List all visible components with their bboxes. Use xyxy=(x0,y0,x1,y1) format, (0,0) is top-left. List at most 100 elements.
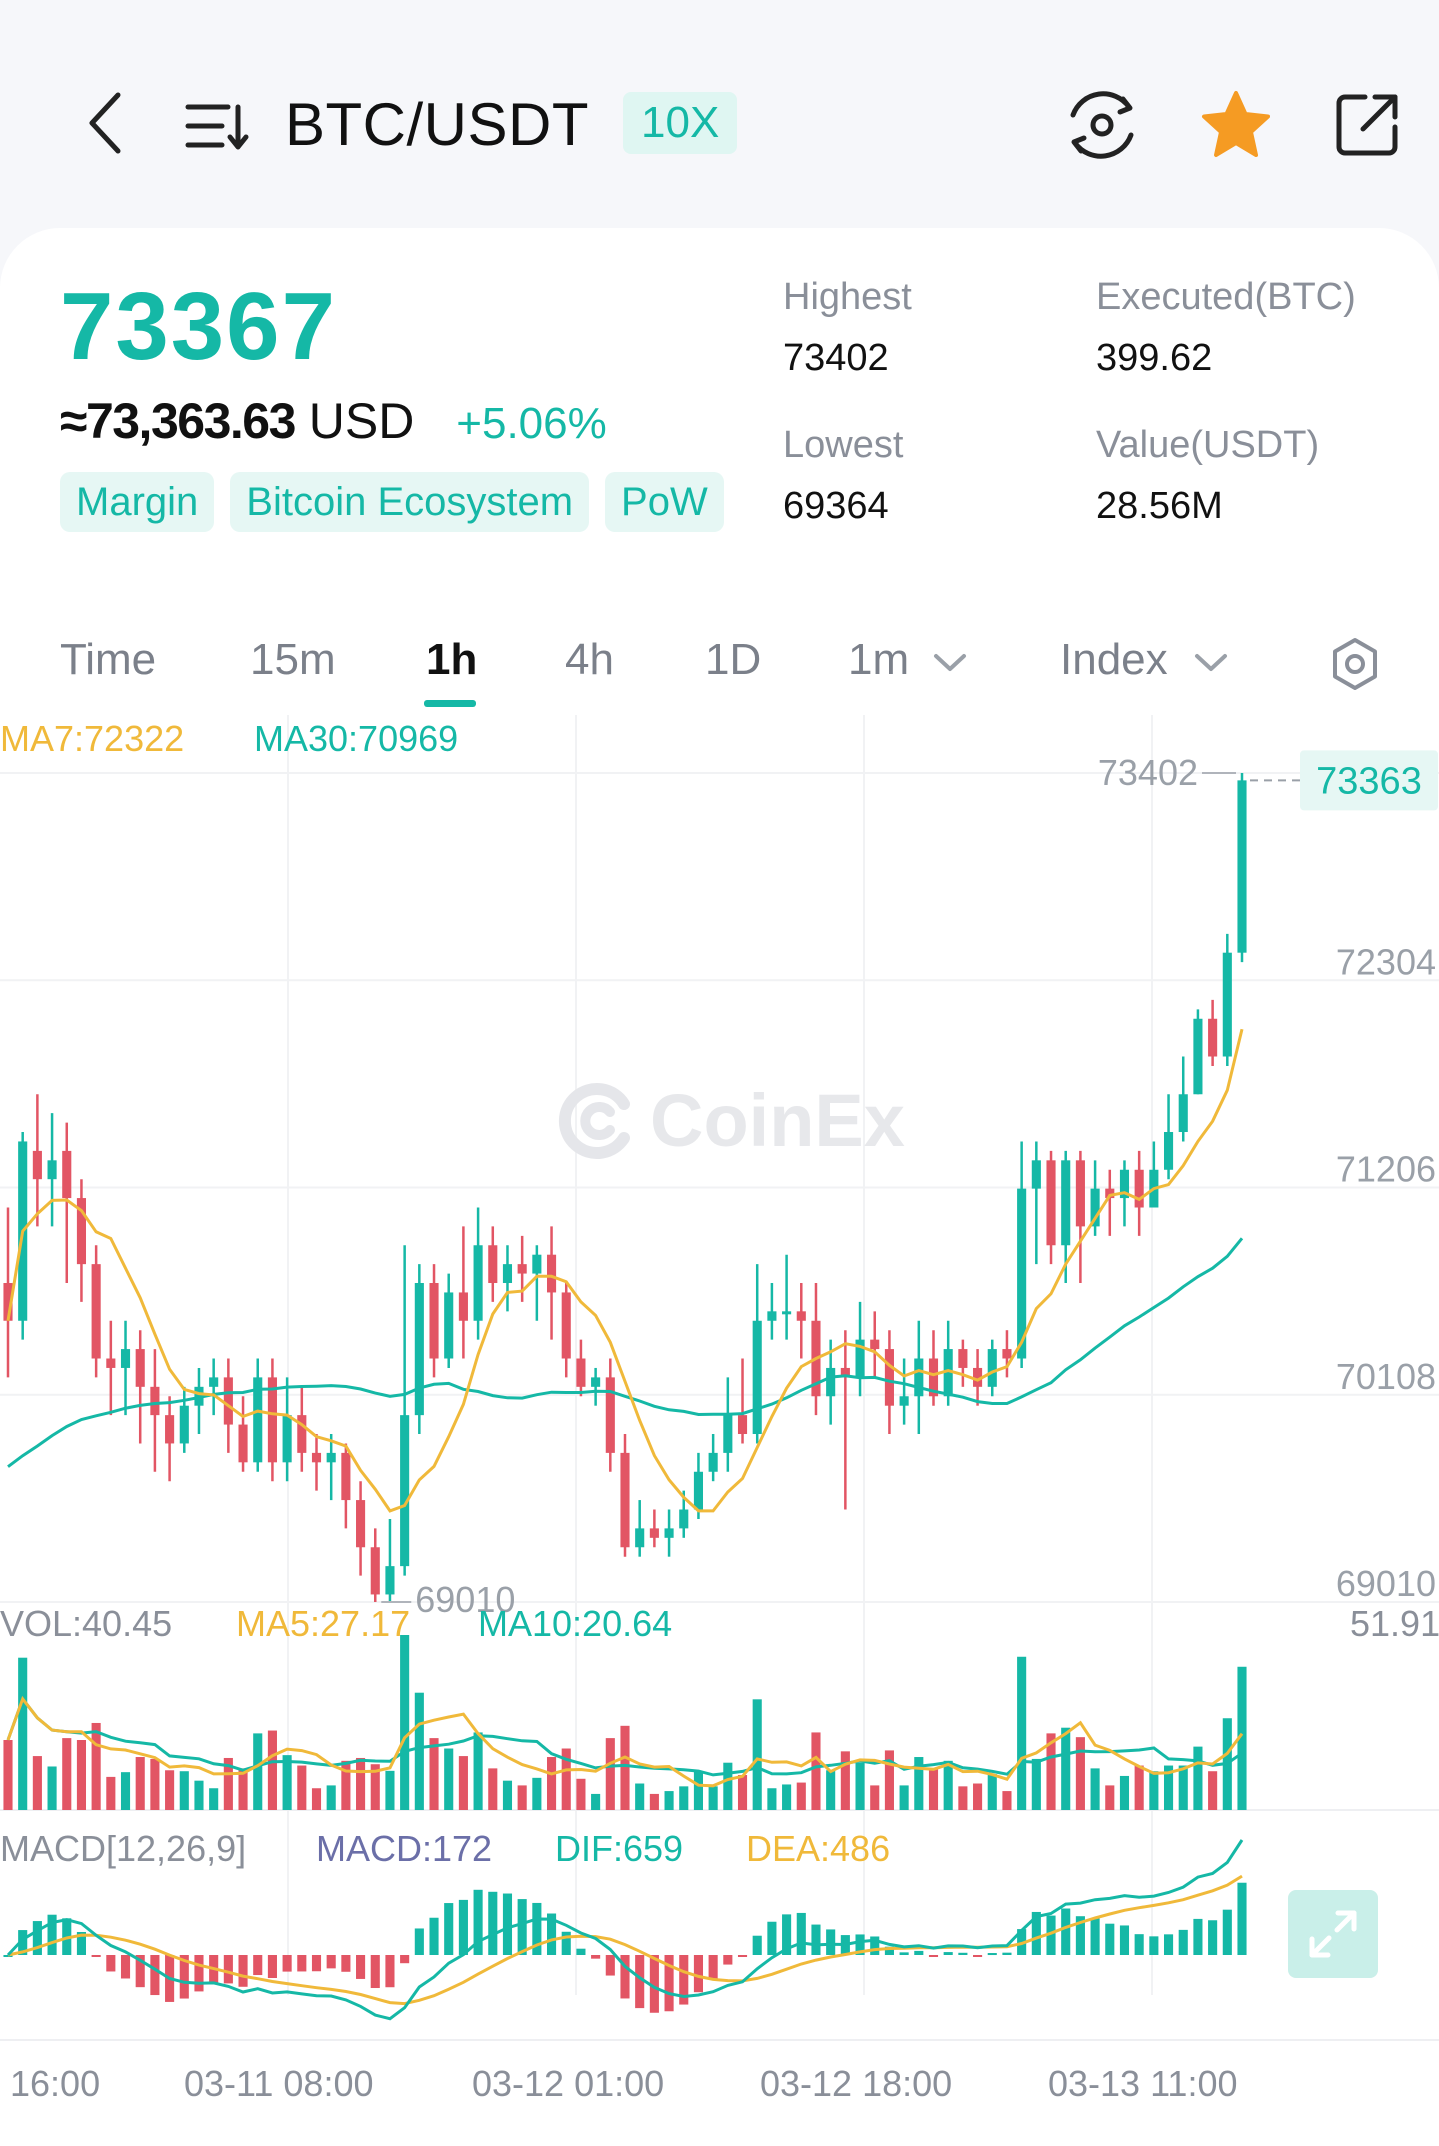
volume-bar xyxy=(1237,1666,1247,1810)
volume-bar xyxy=(356,1757,366,1810)
volume-bar xyxy=(1178,1765,1188,1810)
volume-bar xyxy=(326,1785,336,1810)
dif-label: DIF:659 xyxy=(555,1828,684,1869)
volume-bar xyxy=(752,1699,762,1810)
macd-histogram-bar xyxy=(767,1921,777,1955)
macd-histogram-bar xyxy=(267,1955,277,1978)
chart-settings-button[interactable] xyxy=(1330,637,1380,702)
candle-body xyxy=(1017,1188,1027,1359)
candle-body xyxy=(473,1245,483,1321)
volume-bar xyxy=(1046,1733,1056,1810)
change-percent: +5.06% xyxy=(456,399,607,448)
candle-body xyxy=(973,1367,983,1387)
candle-body xyxy=(987,1349,997,1387)
volume-bar xyxy=(737,1775,748,1810)
candle-body xyxy=(1222,952,1232,1057)
tab-4h[interactable]: 4h xyxy=(565,635,614,684)
macd-histogram-bar xyxy=(693,1955,704,1993)
tab-1h[interactable]: 1h xyxy=(426,635,478,684)
back-button[interactable] xyxy=(80,88,130,158)
volume-bar xyxy=(605,1738,615,1810)
candle-body xyxy=(752,1320,762,1435)
volume-bar xyxy=(943,1760,953,1810)
candle-body xyxy=(796,1311,806,1321)
tag-margin[interactable]: Margin xyxy=(60,472,215,532)
candle-body xyxy=(767,1311,777,1321)
candle-body xyxy=(414,1283,424,1416)
time-axis-label: 16:00 xyxy=(10,2063,101,2104)
share-button[interactable] xyxy=(1330,86,1406,162)
watch-button[interactable] xyxy=(1062,86,1142,164)
tab-index-dropdown[interactable]: Index xyxy=(1060,635,1228,685)
market-list-button[interactable] xyxy=(182,96,252,156)
tab-time[interactable]: Time xyxy=(60,635,157,684)
volume-bar xyxy=(1163,1765,1174,1810)
pair-title[interactable]: BTC/USDT xyxy=(285,91,589,158)
kline-chart[interactable]: 72304 71206 70108 69010 73402 69010 73363 xyxy=(0,715,1439,2045)
macd-histogram-bar xyxy=(135,1955,145,1988)
stat-value-usdt: Value(USDT) 28.56M xyxy=(1096,424,1319,528)
macd-histogram-bar xyxy=(1237,1882,1247,1955)
candle-body xyxy=(546,1254,557,1293)
candle-body xyxy=(165,1415,175,1444)
leverage-badge[interactable]: 10X xyxy=(623,92,738,154)
volume-bar xyxy=(502,1780,513,1810)
favorite-button[interactable] xyxy=(1196,86,1276,164)
volume-bar xyxy=(311,1788,322,1810)
macd-histogram-bar xyxy=(414,1928,424,1955)
tag-bitcoin-ecosystem[interactable]: Bitcoin Ecosystem xyxy=(230,472,590,532)
tab-1d[interactable]: 1D xyxy=(705,635,762,684)
candle-body xyxy=(3,1283,13,1321)
volume-bar xyxy=(899,1785,909,1810)
macd-histogram-bar xyxy=(3,1955,13,1957)
macd-histogram-bar xyxy=(385,1955,395,1988)
candle-body xyxy=(179,1405,189,1444)
time-axis-label: 03-11 08:00 xyxy=(184,2063,374,2104)
macd-histogram-bar xyxy=(928,1955,939,1957)
candle-body xyxy=(737,1415,748,1435)
macd-histogram-bar xyxy=(782,1914,792,1955)
macd-histogram-bar xyxy=(356,1955,366,1979)
tag-pow[interactable]: PoW xyxy=(605,472,724,532)
candle-body xyxy=(1105,1188,1115,1199)
candle-body xyxy=(223,1377,233,1425)
candle-body xyxy=(1193,1018,1203,1095)
volume-bar xyxy=(517,1785,527,1810)
last-price: 73367 xyxy=(60,273,337,380)
candle-body xyxy=(870,1339,880,1350)
vol-ma10-label: MA10:20.64 xyxy=(478,1603,673,1644)
volume-bar xyxy=(429,1738,439,1810)
volume-ma5-line xyxy=(6,1695,1244,1788)
volume-bar xyxy=(253,1733,263,1810)
tab-15m[interactable]: 15m xyxy=(250,635,336,684)
stat-label: Highest xyxy=(783,276,912,318)
back-arrow-icon xyxy=(89,92,121,154)
active-tab-indicator xyxy=(424,700,476,707)
macd-histogram-bar xyxy=(179,1955,189,1999)
candle-body xyxy=(649,1528,659,1538)
volume-bar xyxy=(723,1762,733,1810)
tab-1m-dropdown[interactable]: 1m xyxy=(848,635,967,685)
candle-body xyxy=(826,1367,836,1397)
macd-histogram-bar xyxy=(238,1955,248,1987)
macd-histogram-bar xyxy=(884,1946,894,1955)
volume-bar xyxy=(91,1722,101,1810)
candle-body xyxy=(605,1377,615,1453)
fullscreen-button[interactable] xyxy=(1288,1890,1378,1978)
candle-body xyxy=(1134,1169,1144,1208)
volume-bar xyxy=(796,1782,806,1810)
volume-bar xyxy=(194,1780,204,1810)
candle-body xyxy=(664,1528,674,1538)
candle-body xyxy=(958,1349,968,1368)
volume-bar xyxy=(150,1758,160,1810)
volume-bar xyxy=(1149,1771,1159,1810)
candle-body xyxy=(1119,1169,1130,1199)
usd-unit: USD xyxy=(308,393,415,449)
expand-icon xyxy=(1309,1910,1357,1958)
volume-bar xyxy=(135,1757,145,1810)
candle-body xyxy=(782,1311,792,1315)
eye-sync-icon xyxy=(1070,91,1134,159)
volume-bar xyxy=(767,1788,777,1810)
macd-histogram-bar xyxy=(546,1913,557,1955)
ma30-line xyxy=(7,1237,1244,1468)
